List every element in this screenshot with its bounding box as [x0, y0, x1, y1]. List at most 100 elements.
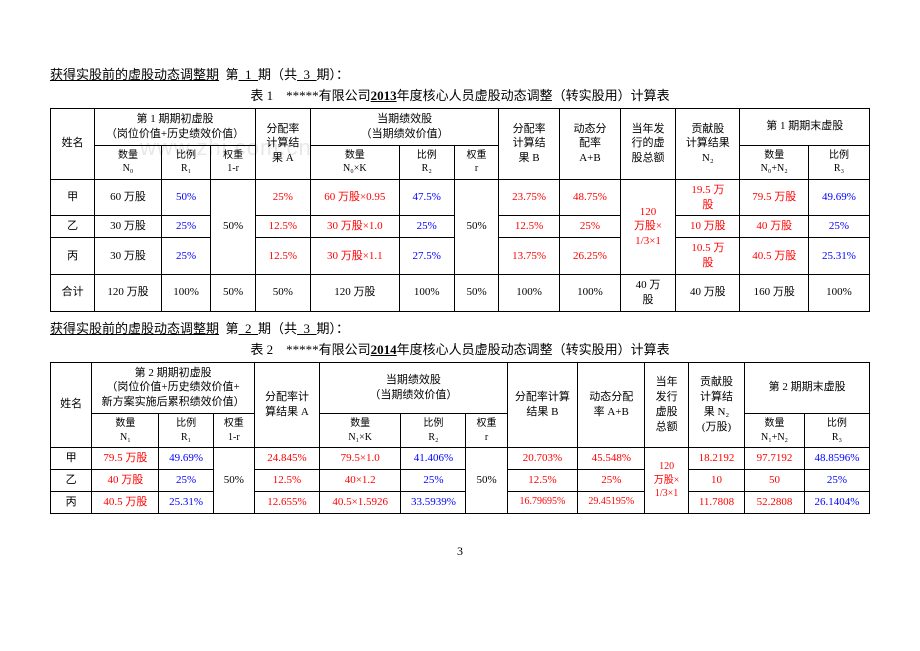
t2-year: 2014: [371, 342, 397, 357]
cell: 79.5 万股: [740, 179, 809, 216]
cell: 18.2192: [688, 448, 744, 470]
t1-h-dyn: 动态分配率A+B: [560, 109, 621, 180]
t1-h-g1-ratio: 比例R₁: [161, 145, 211, 179]
cell: 40 万股: [676, 274, 740, 311]
cell: 23.75%: [499, 179, 560, 216]
p1-num: 1: [245, 67, 252, 82]
cell: 25%: [159, 469, 213, 491]
cell: 49.69%: [159, 448, 213, 470]
t1-h-allocB: 分配率计算结果 B: [499, 109, 560, 180]
cell-issue: 120万股×1/3×1: [620, 179, 675, 274]
t1-h-contrib: 贡献股计算结果N₂: [676, 109, 740, 180]
cell: 40.5 万股: [740, 238, 809, 275]
cell: 60 万股×0.95: [311, 179, 400, 216]
cell: 25%: [809, 216, 870, 238]
cell: 26.1404%: [804, 491, 869, 513]
cell: 25%: [804, 469, 869, 491]
t2-h-dyn: 动态分配率 A+B: [578, 362, 645, 448]
cell: 40.5×1.5926: [320, 491, 401, 513]
t1-row-jia: 甲 60 万股 50% 50% 25% 60 万股×0.95 47.5% 50%…: [51, 179, 870, 216]
t2-row-jia: 甲 79.5 万股 49.69% 50% 24.845% 79.5×1.0 41…: [51, 448, 870, 470]
cell: 24.845%: [254, 448, 319, 470]
cell: 97.7192: [745, 448, 805, 470]
cell: 120 万股: [311, 274, 400, 311]
cell-issue: 120万股×1/3×1: [645, 448, 688, 514]
t2-h-g2: 当期绩效股（当期绩效价值）: [320, 362, 508, 414]
t2-h-g1-wt: 权重1-r: [213, 414, 254, 448]
p1-tsuf: 期）：: [317, 67, 350, 82]
t1-h-g1-qty: 数量N₀: [95, 145, 161, 179]
p1-lbl: 第: [226, 67, 239, 82]
cell: 12.5%: [499, 216, 560, 238]
cell: 丙: [51, 238, 95, 275]
cell: 26.25%: [560, 238, 621, 275]
cell: 10 万股: [676, 216, 740, 238]
p2-num: 2: [245, 321, 252, 336]
cell: 甲: [51, 448, 92, 470]
t2-h-g1-ratio: 比例R₁: [159, 414, 213, 448]
t2-h-end-ratio: 比例R₃: [804, 414, 869, 448]
t2-header-row1: 姓名 第 2 期期初虚股（岗位价值+历史绩效价值+新方案实施后累积绩效价值） 分…: [51, 362, 870, 414]
t1-h-alloc: 分配率计算结果 A: [255, 109, 310, 180]
t2-title-prefix: 表 2 *****有限公司: [250, 342, 370, 357]
document-content: 获得实股前的虚股动态调整期 第 1 期（共 3 期）： 表 1 *****有限公…: [50, 64, 870, 559]
cell: 25%: [161, 238, 211, 275]
cell: 50%: [454, 274, 498, 311]
t2-h-allocB: 分配率计算结果 B: [507, 362, 578, 448]
t1-year: 2013: [371, 88, 397, 103]
t1-row-total: 合计 120 万股 100% 50% 50% 120 万股 100% 50% 1…: [51, 274, 870, 311]
cell: 25%: [578, 469, 645, 491]
cell: 30 万股×1.0: [311, 216, 400, 238]
cell: 41.406%: [401, 448, 466, 470]
t2-title-suffix: 年度核心人员虚股动态调整（转实股用）计算表: [397, 342, 670, 357]
cell: 25.31%: [159, 491, 213, 513]
cell: 160 万股: [740, 274, 809, 311]
cell: 40×1.2: [320, 469, 401, 491]
cell: 乙: [51, 216, 95, 238]
t2-h-g2-ratio: 比例R₂: [401, 414, 466, 448]
cell: 乙: [51, 469, 92, 491]
cell: 100%: [809, 274, 870, 311]
cell: 50%: [161, 179, 211, 216]
t1-title-suffix: 年度核心人员虚股动态调整（转实股用）计算表: [397, 88, 670, 103]
cell: 12.5%: [255, 216, 310, 238]
p2-lbl: 第: [226, 321, 239, 336]
t1-h-issue: 当年发行的虚股总额: [620, 109, 675, 180]
cell-wt1: 50%: [213, 448, 254, 514]
table2: 姓名 第 2 期期初虚股（岗位价值+历史绩效价值+新方案实施后累积绩效价值） 分…: [50, 362, 870, 514]
period1-line: 获得实股前的虚股动态调整期 第 1 期（共 3 期）：: [50, 64, 870, 83]
cell: 50%: [211, 274, 255, 311]
t2-header-row2: 数量N₁ 比例R₁ 权重1-r 数量N₁×K 比例R₂ 权重r 数量N₁+N₂ …: [51, 414, 870, 448]
t2-h-end: 第 2 期期末虚股: [745, 362, 870, 414]
t1-header-row2: 数量N₀ 比例R₁ 权重1-r 数量N₀×K 比例R₂ 权重r 数量N₀+N₂ …: [51, 145, 870, 179]
cell: 10: [688, 469, 744, 491]
t2-h-g2-qty: 数量N₁×K: [320, 414, 401, 448]
cell-wt1: 50%: [211, 179, 255, 274]
cell: 100%: [560, 274, 621, 311]
t2-h-contrib: 贡献股计算结果 N₂(万股): [688, 362, 744, 448]
cell: 25%: [255, 179, 310, 216]
cell-wt2: 50%: [454, 179, 498, 274]
cell: 12.5%: [507, 469, 578, 491]
cell: 30 万股: [95, 238, 161, 275]
t2-row-yi: 乙 40 万股 25% 12.5% 40×1.2 25% 12.5% 25% 1…: [51, 469, 870, 491]
table1: 姓名 第 1 期期初虚股（岗位价值+历史绩效价值） 分配率计算结果 A 当期绩效…: [50, 108, 870, 312]
p2-suf: 期（共: [258, 321, 297, 336]
t2-h-g1: 第 2 期期初虚股（岗位价值+历史绩效价值+新方案实施后累积绩效价值）: [92, 362, 255, 414]
p2-prefix: 获得实股前的虚股动态调整期: [50, 321, 219, 336]
cell: 100%: [499, 274, 560, 311]
table1-title: 表 1 *****有限公司2013年度核心人员虚股动态调整（转实股用）计算表: [50, 85, 870, 104]
cell-wt2: 50%: [466, 448, 507, 514]
p1-suf: 期（共: [258, 67, 297, 82]
cell: 30 万股×1.1: [311, 238, 400, 275]
cell: 50%: [255, 274, 310, 311]
t1-h-name: 姓名: [51, 109, 95, 180]
cell: 50: [745, 469, 805, 491]
t2-h-issue: 当年发行虚股总额: [645, 362, 688, 448]
t1-h-g1-wt: 权重1-r: [211, 145, 255, 179]
cell: 79.5 万股: [92, 448, 159, 470]
cell: 合计: [51, 274, 95, 311]
cell: 12.655%: [254, 491, 319, 513]
t2-row-bing: 丙 40.5 万股 25.31% 12.655% 40.5×1.5926 33.…: [51, 491, 870, 513]
t2-h-g1-qty: 数量N₁: [92, 414, 159, 448]
